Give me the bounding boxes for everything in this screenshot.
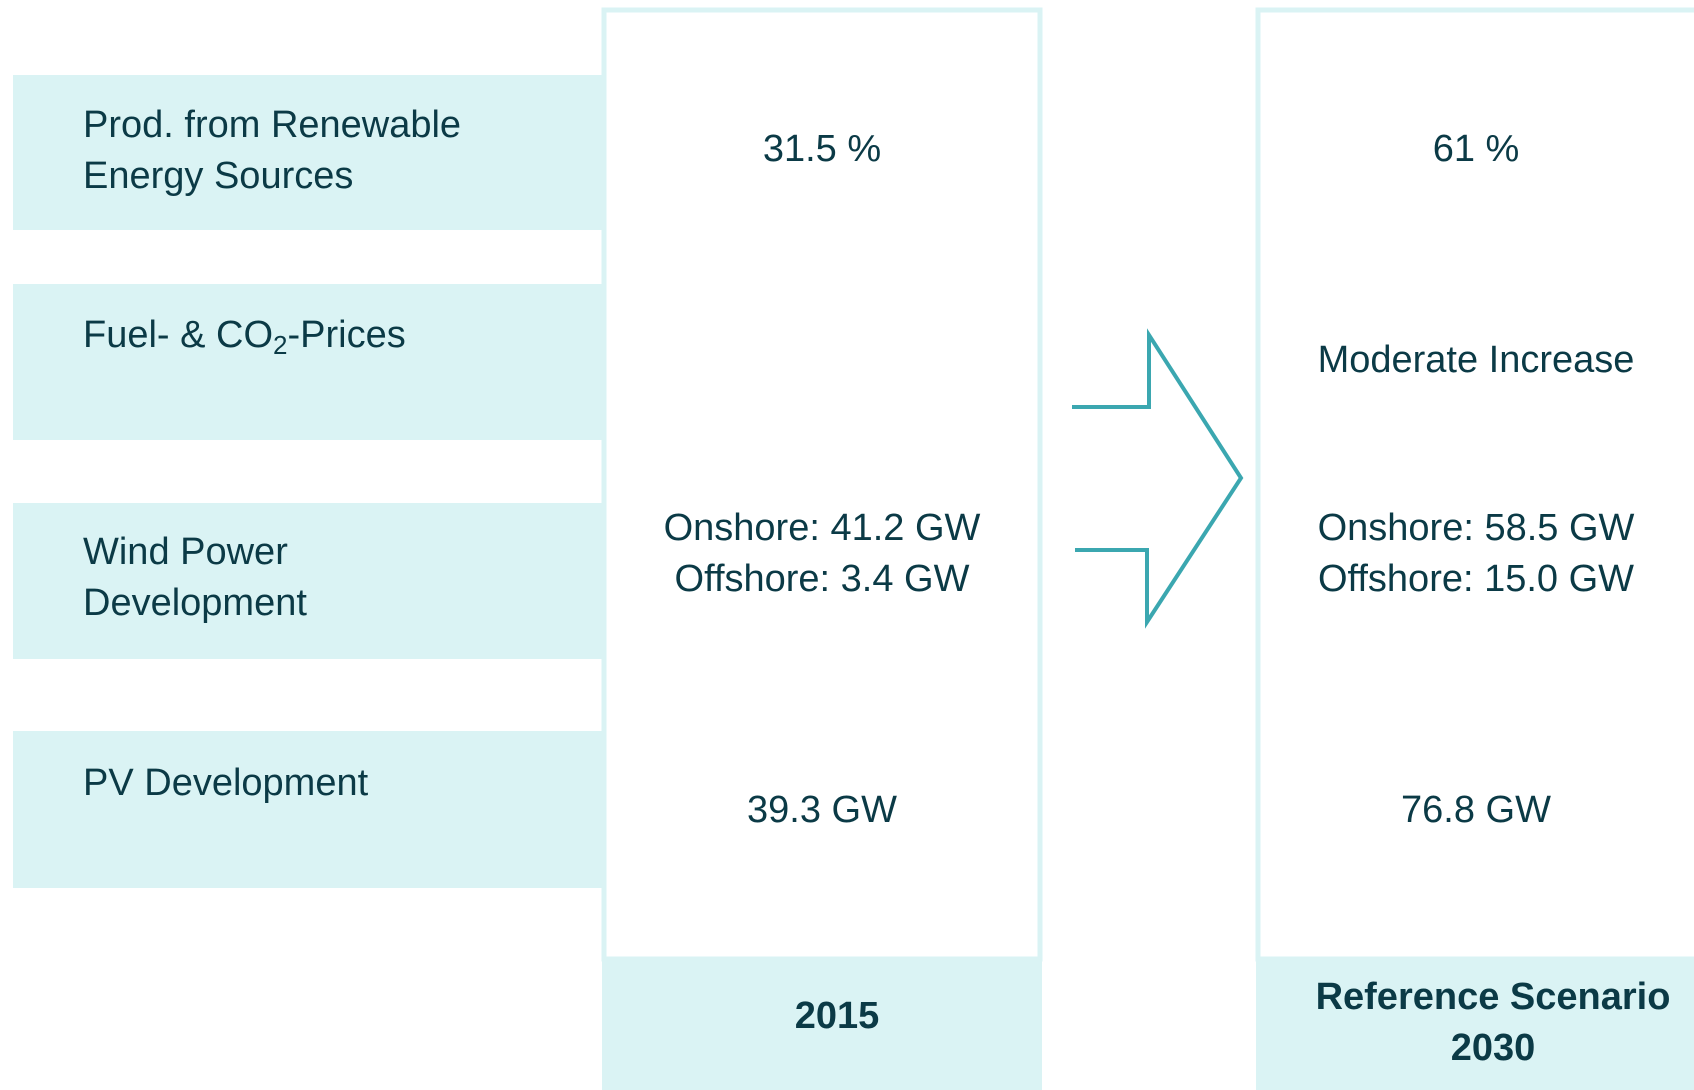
- cell-text: Offshore: 15.0 GW: [1318, 558, 1634, 600]
- row-label: Wind Power: [83, 531, 288, 573]
- row-box: [13, 75, 602, 230]
- row-label: PV Development: [83, 762, 369, 804]
- cell-text: Offshore: 3.4 GW: [675, 558, 970, 600]
- row-box: [13, 284, 602, 440]
- column-header: 2015: [795, 995, 880, 1037]
- row-label: Prod. from Renewable: [83, 104, 461, 146]
- row-label: Fuel- & CO2-Prices: [83, 314, 406, 360]
- cell-text: 76.8 GW: [1401, 789, 1551, 831]
- row-label: Development: [83, 582, 307, 624]
- column-header-box: [1256, 959, 1694, 1090]
- cell-text: 31.5 %: [763, 128, 881, 170]
- row-box: [13, 731, 602, 888]
- cell-text: Moderate Increase: [1318, 339, 1635, 381]
- cell-text: Onshore: 58.5 GW: [1318, 507, 1635, 549]
- column-header-box: [602, 959, 1042, 1090]
- column-box: [601, 7, 1043, 962]
- row-label: Energy Sources: [83, 155, 353, 197]
- cell-text: Onshore: 41.2 GW: [664, 507, 981, 549]
- cell-text: 61 %: [1433, 128, 1520, 170]
- column-header: 2030: [1451, 1027, 1536, 1069]
- column-header: Reference Scenario: [1316, 976, 1671, 1018]
- arrow: [1072, 328, 1244, 629]
- cell-text: 39.3 GW: [747, 789, 897, 831]
- row-box: [13, 503, 602, 659]
